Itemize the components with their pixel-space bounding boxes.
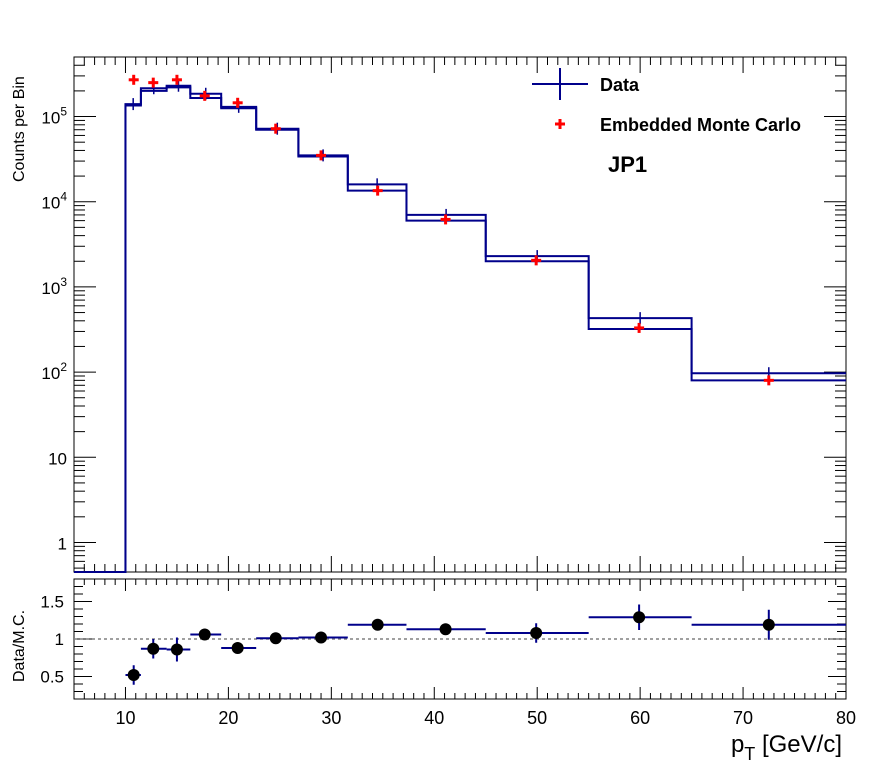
data-step-histogram-1: [74, 86, 846, 573]
ratio-point: [530, 627, 543, 639]
ratio-point: [231, 642, 244, 654]
ratio-point: [633, 611, 646, 624]
ratio-point: [269, 632, 282, 645]
ratio-point: [147, 642, 160, 655]
ratio-point: [127, 669, 140, 681]
legend-mc-label: Embedded Monte Carlo: [600, 115, 801, 135]
main-y-tick-mantissa: 10: [41, 364, 60, 383]
ratio-point: [198, 628, 211, 641]
x-axis-title-main: p: [731, 731, 744, 758]
ratio-axis-ticks: 10 20 30 40 50 60 70 80 0.5 1 1.5: [40, 578, 856, 728]
x-axis-title-units: [GeV/c]: [755, 731, 842, 758]
main-plot-frame: [73, 56, 847, 573]
legend: Data Embedded Monte Carlo: [532, 68, 801, 135]
main-y-tick-exponent: 2: [60, 360, 67, 374]
main-y-tick-mantissa: 10: [41, 109, 60, 128]
ratio-x-tick-label: 20: [218, 708, 238, 728]
main-y-tick-mantissa: 10: [41, 279, 60, 298]
ratio-x-tick-label: 10: [115, 708, 135, 728]
main-y-tick-exponent: 5: [60, 105, 67, 119]
main-y-tick-exponent: 4: [60, 190, 67, 204]
main-y-tick-label: 10: [48, 449, 67, 468]
ratio-x-tick-label: 60: [630, 708, 650, 728]
ratio-x-tick-label: 70: [733, 708, 753, 728]
ratio-point: [170, 643, 183, 656]
ratio-point: [762, 618, 775, 631]
main-y-tick-label: 105: [41, 105, 67, 128]
trigger-annotation: JP1: [608, 152, 647, 177]
ratio-x-tick-label: 40: [424, 708, 444, 728]
main-y-tick-label: 104: [41, 190, 67, 213]
main-y-tick-label: 1: [58, 534, 67, 553]
ratio-x-tick-label: 80: [836, 708, 856, 728]
legend-data-label: Data: [600, 75, 640, 95]
main-y-tick-mantissa: 10: [41, 194, 60, 213]
ratio-x-tick-label: 50: [527, 708, 547, 728]
main-y-axis-title: Counts per Bin: [11, 76, 28, 182]
main-y-tick-exponent: 3: [60, 275, 67, 289]
data-step-histogram-0: [74, 84, 846, 573]
ratio-series-layer: [74, 604, 846, 685]
x-axis-title-subscript: T: [744, 744, 755, 764]
ratio-y-tick-label: 1: [55, 630, 64, 649]
main-series-layer: [74, 74, 846, 573]
main-y-tick-mantissa: 1: [58, 534, 67, 553]
main-y-tick-label: 103: [41, 275, 67, 298]
main-y-tick-mantissa: 10: [48, 449, 67, 468]
main-y-tick-label: 102: [41, 360, 67, 383]
ratio-y-tick-label: 0.5: [40, 668, 64, 687]
ratio-y-axis-title: Data/M.C.: [11, 610, 28, 682]
ratio-x-tick-label: 30: [321, 708, 341, 728]
ratio-point: [315, 631, 328, 644]
ratio-y-tick-label: 1.5: [40, 593, 64, 612]
x-axis-title: pT [GeV/c]: [731, 731, 842, 764]
ratio-point: [371, 618, 384, 631]
ratio-point: [439, 623, 452, 636]
